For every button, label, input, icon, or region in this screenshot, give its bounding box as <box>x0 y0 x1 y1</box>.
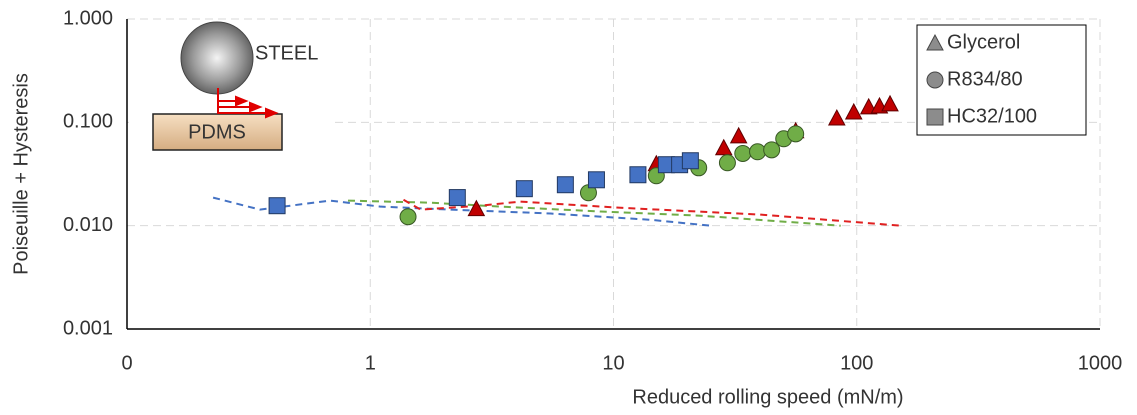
circle-marker <box>749 143 767 161</box>
square-marker <box>448 189 466 207</box>
square-marker <box>268 197 286 215</box>
square-marker <box>926 108 944 126</box>
x-tick-label: 1000 <box>1078 352 1123 374</box>
square-marker <box>556 176 574 194</box>
square-marker <box>629 166 647 184</box>
steel-ball <box>180 21 254 95</box>
y-tick-label: 0.001 <box>63 317 113 339</box>
flow-arrows <box>217 88 279 119</box>
pdms-block <box>152 113 283 151</box>
triangle-marker <box>827 108 846 126</box>
x-tick-label: 10 <box>602 352 624 374</box>
legend-box <box>916 24 1087 136</box>
x-axis-label: Reduced rolling speed (mN/m) <box>632 386 903 408</box>
legend-label: HC32/100 <box>947 105 1037 127</box>
triangle-marker <box>714 138 733 156</box>
legend-label: Glycerol <box>947 31 1020 53</box>
triangle-marker <box>467 199 486 217</box>
y-tick-label: 0.010 <box>63 214 113 236</box>
y-tick-label: 0.100 <box>63 111 113 133</box>
x-tick-label: 0 <box>121 352 132 374</box>
fit-curve <box>403 198 902 227</box>
triangle-marker <box>844 102 863 120</box>
triangle-marker <box>729 126 748 144</box>
square-marker <box>515 180 533 198</box>
plot-data <box>212 94 902 227</box>
triangle-marker <box>881 94 899 112</box>
circle-marker <box>763 141 781 159</box>
circle-marker <box>399 208 417 226</box>
circle-marker <box>787 125 805 143</box>
ball-label: STEEL <box>255 42 318 64</box>
x-tick-label: 1 <box>365 352 376 374</box>
y-axis-label: Poiseuille + Hysteresis <box>10 73 32 275</box>
y-tick-label: 1.000 <box>63 7 113 29</box>
legend: Glycerol R834/80 HC32/100 <box>916 24 1087 136</box>
circle-marker <box>734 144 752 162</box>
circle-marker <box>718 154 736 172</box>
x-tick-label: 100 <box>840 352 873 374</box>
square-marker <box>681 152 699 170</box>
triangle-marker <box>926 33 944 51</box>
legend-label: R834/80 <box>947 68 1023 90</box>
circle-marker <box>926 71 944 89</box>
inset: STEEL PDMS <box>129 20 330 160</box>
square-marker <box>587 171 605 189</box>
substrate-label: PDMS <box>188 121 246 143</box>
fit-curve <box>347 199 841 227</box>
